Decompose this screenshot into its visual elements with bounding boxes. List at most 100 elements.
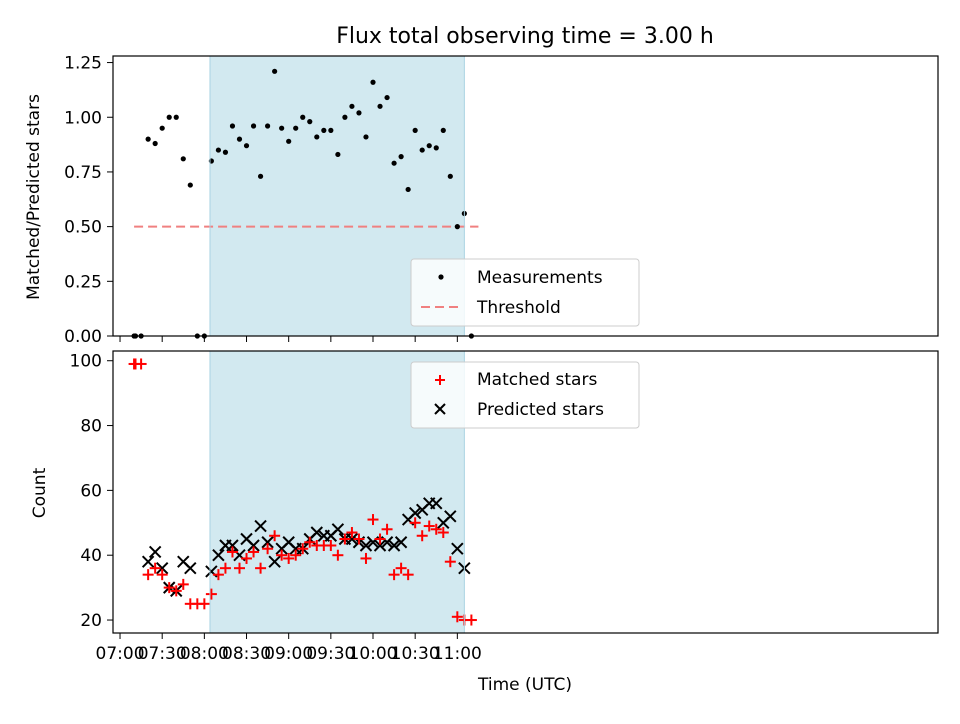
predicted-stars-point: [394, 536, 408, 549]
y-tick-label: 1.25: [64, 54, 102, 74]
measurement-point: [215, 147, 222, 153]
matched-stars-point: [226, 546, 238, 558]
predicted-stroke: [373, 539, 387, 552]
count-y-axis-label: Count: [30, 467, 50, 518]
predicted-stars-point: [141, 555, 155, 568]
matched-stars-point: [388, 569, 400, 581]
matched-stars-point: [332, 549, 344, 561]
measurement-point: [300, 114, 306, 120]
predicted-stars-point: [212, 548, 225, 562]
measurement-point: [377, 103, 383, 109]
matched-stars-point: [339, 533, 351, 545]
matched-stars-point: [395, 562, 407, 574]
matched-stars-point: [219, 562, 231, 574]
measurement-point: [159, 125, 165, 131]
measurement-point: [454, 224, 460, 230]
measurement-point: [370, 79, 376, 85]
predicted-stroke: [310, 526, 323, 539]
y-tick-label: 60: [80, 481, 102, 501]
matched-stars-point: [367, 514, 379, 526]
matched-stars-point: [325, 539, 337, 551]
predicted-stroke: [444, 510, 457, 523]
predicted-stroke: [268, 555, 281, 568]
matched-stars-point: [276, 549, 288, 561]
matched-stars-point: [212, 569, 224, 581]
measurement-point: [419, 147, 425, 153]
x-tick-label: 09:30: [306, 644, 355, 664]
y-tick-label: 0.75: [64, 163, 102, 183]
ratio-axis-ticks: 0.00 0.25 0.50 0.75 1.00 1.25: [64, 54, 458, 347]
legend-predicted-label: Predicted stars: [477, 400, 604, 420]
measurement-point: [293, 125, 299, 131]
matched-stars-point: [142, 569, 154, 581]
predicted-stroke: [148, 545, 162, 559]
matched-stars-point: [149, 562, 161, 574]
matched-stars-point: [248, 546, 260, 558]
matched-stars-point: [205, 588, 217, 600]
count-axis-ticks: 20 40 60 80 100 07:0007:3008:0008:3009:0009:3…: [70, 352, 482, 664]
matched-stars-point: [346, 527, 358, 539]
measurement-point: [391, 160, 397, 166]
predicted-stroke: [226, 539, 239, 552]
predicted-stroke: [261, 536, 274, 549]
predicted-stars-point: [444, 510, 457, 523]
count-legend: Matched stars Predicted stars: [410, 361, 640, 429]
legend-predicted-marker: [434, 403, 446, 415]
measurement-point: [363, 134, 369, 140]
predicted-stroke: [254, 519, 267, 533]
measurement-point: [342, 114, 348, 120]
y-tick-label: 0.00: [64, 327, 102, 347]
matched-stars-point: [297, 543, 309, 555]
matched-stars-point: [416, 530, 428, 542]
x-tick-label: 07:00: [96, 644, 145, 664]
ratio-legend: Measurements Threshold: [410, 258, 640, 327]
matched-stars-point: [198, 598, 210, 610]
y-tick-label: 1.00: [64, 108, 102, 128]
measurement-point: [328, 127, 334, 133]
matched-stars-point: [269, 530, 281, 542]
measurement-point: [152, 140, 158, 147]
predicted-stroke: [205, 565, 218, 578]
predicted-stroke: [430, 497, 443, 510]
y-tick-label: 20: [80, 611, 102, 631]
matched-stars-point: [353, 533, 365, 545]
predicted-stroke: [282, 536, 295, 549]
matched-stars-point: [437, 527, 449, 539]
matched-stars-point: [304, 536, 316, 548]
predicted-stroke: [240, 532, 253, 546]
measurement-point: [412, 127, 418, 133]
legend-threshold-label: Threshold: [476, 298, 561, 318]
predicted-stars-point: [387, 539, 401, 552]
predicted-stars-point: [247, 539, 260, 552]
predicted-stars-point: [254, 519, 267, 533]
matched-stars-point: [430, 523, 442, 535]
legend-matched-label: Matched stars: [477, 370, 597, 390]
predicted-stroke: [380, 536, 394, 549]
predicted-stroke: [359, 539, 373, 552]
predicted-stars-point: [184, 561, 197, 575]
x-tick-label: 07:30: [138, 644, 187, 664]
measurement-point: [222, 149, 229, 155]
x-tick-label: 08:30: [222, 644, 271, 664]
measurements-series: [131, 68, 474, 339]
predicted-stars-point: [451, 542, 464, 555]
predicted-stroke: [345, 532, 359, 546]
count-plot-frame: [112, 350, 939, 634]
matched-stars-point: [241, 552, 253, 564]
measurement-point: [180, 156, 186, 162]
measurement-point: [384, 94, 390, 101]
measurement-point: [166, 114, 172, 120]
x-tick-label: 11:00: [433, 644, 482, 664]
measurement-point: [286, 138, 292, 144]
predicted-stars-point: [331, 523, 345, 536]
matched-stars-point: [444, 556, 456, 568]
predicted-stars-point: [408, 506, 422, 520]
measurement-point: [250, 123, 257, 129]
matched-stars-point: [255, 562, 267, 574]
measurement-point: [173, 114, 179, 120]
predicted-stroke: [247, 539, 260, 552]
measurement-point: [440, 127, 446, 133]
predicted-stars-point: [373, 539, 387, 552]
predicted-stroke: [184, 561, 197, 575]
predicted-stars-point: [359, 539, 373, 552]
